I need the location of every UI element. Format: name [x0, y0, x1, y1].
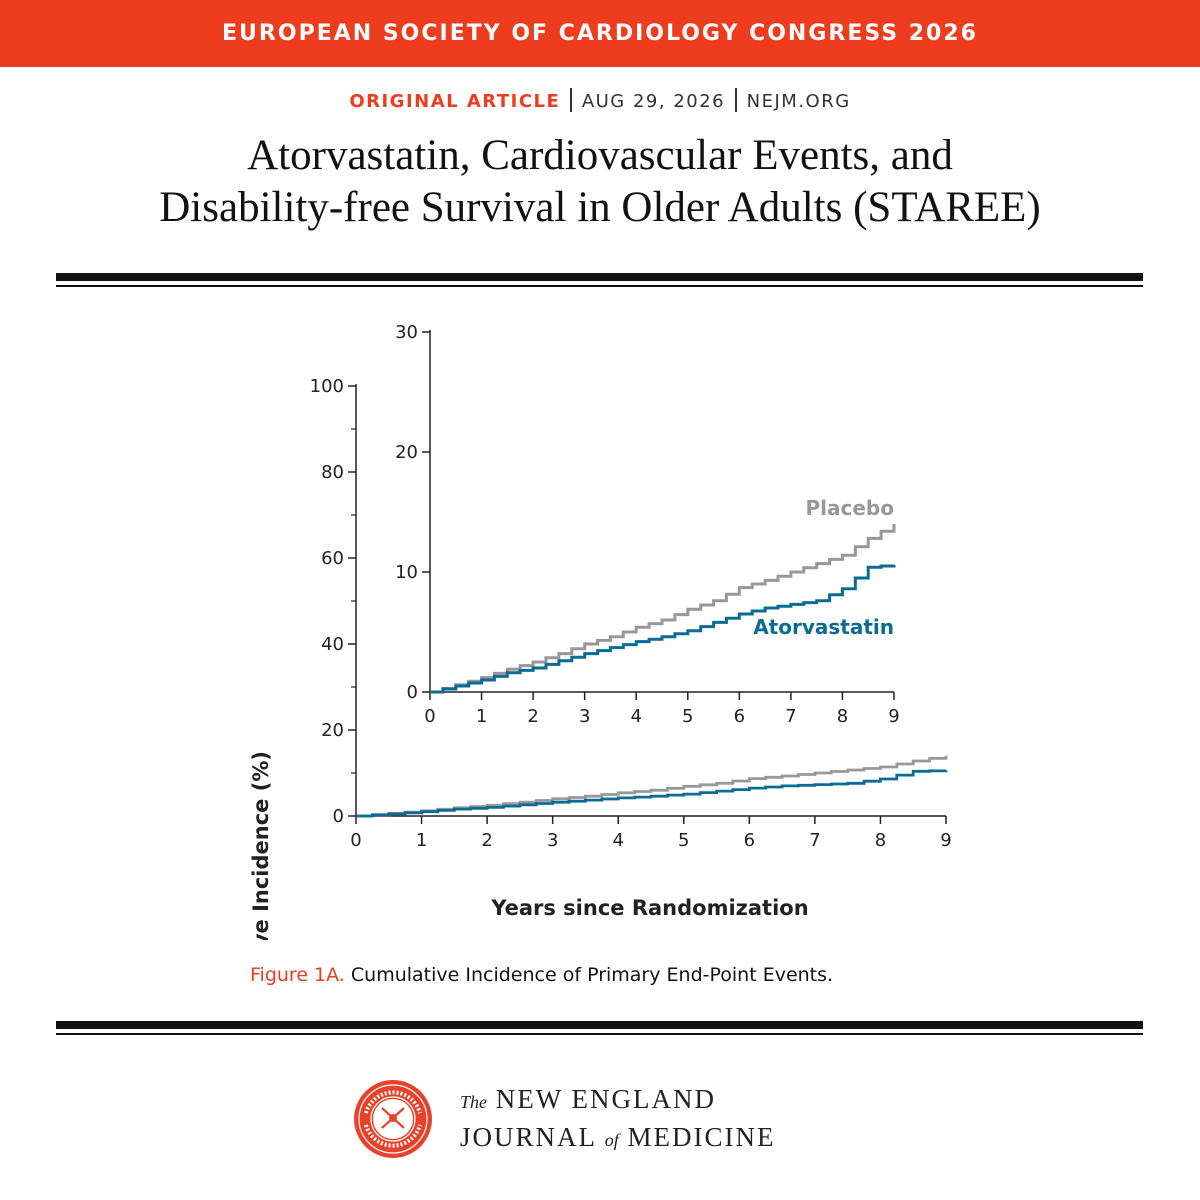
article-date: AUG 29, 2026: [581, 91, 726, 112]
article-meta: ORIGINAL ARTICLE AUG 29, 2026 NEJM.ORG: [0, 88, 1200, 112]
caption-text: Cumulative Incidence of Primary End-Poin…: [350, 964, 834, 986]
journal-name-of: of: [604, 1130, 619, 1150]
journal-name-journal: JOURNAL: [460, 1122, 597, 1152]
inset-x-tick-label: 3: [579, 706, 590, 727]
banner-text: EUROPEAN SOCIETY OF CARDIOLOGY CONGRESS …: [222, 21, 978, 46]
inset-x-tick-label: 0: [424, 706, 435, 727]
figure-caption: Figure 1A. Cumulative Incidence of Prima…: [250, 964, 833, 986]
meta-separator: [735, 88, 737, 112]
inset-x-tick-label: 7: [785, 706, 796, 727]
article-title: Atorvastatin, Cardiovascular Events, and…: [0, 130, 1200, 234]
main-y-tick-label: 20: [321, 720, 344, 741]
top-rule-thin: [56, 285, 1143, 287]
site-name: NEJM.ORG: [746, 91, 851, 112]
main-x-tick-label: 6: [744, 830, 755, 851]
main-x-tick-label: 5: [678, 830, 689, 851]
main-x-tick-label: 4: [612, 830, 623, 851]
nejm-seal-icon: [354, 1080, 432, 1158]
main-series-placebo: [356, 755, 948, 818]
meta-separator: [570, 88, 572, 112]
bottom-rule-thin: [56, 1033, 1143, 1035]
main-series-atorvastatin: [356, 769, 948, 818]
inset-y-tick-label: 0: [407, 682, 418, 703]
inset-series-atorvastatin: [430, 564, 896, 694]
atorvastatin-label: Atorvastatin: [753, 615, 894, 639]
figure-label: Figure 1A.: [250, 964, 345, 986]
main-x-tick-label: 2: [481, 830, 492, 851]
inset-x-tick-label: 4: [630, 706, 641, 727]
journal-the: The: [460, 1092, 487, 1112]
placebo-label: Placebo: [806, 496, 895, 520]
journal-name-medicine: MEDICINE: [627, 1122, 776, 1152]
main-x-tick-label: 0: [350, 830, 361, 851]
inset-x-tick-label: 5: [682, 706, 693, 727]
inset-x-tick-label: 6: [734, 706, 745, 727]
main-x-tick-label: 9: [940, 830, 951, 851]
title-line-2: Disability-free Survival in Older Adults…: [159, 184, 1041, 231]
journal-wordmark: The NEW ENGLAND JOURNAL of MEDICINE: [460, 1082, 776, 1158]
inset-x-tick-label: 8: [837, 706, 848, 727]
inset-x-tick-label: 2: [527, 706, 538, 727]
main-y-tick-label: 60: [321, 548, 344, 569]
main-x-tick-label: 7: [809, 830, 820, 851]
main-x-tick-label: 1: [416, 830, 427, 851]
inset-y-tick-label: 30: [395, 322, 418, 343]
title-line-1: Atorvastatin, Cardiovascular Events, and: [247, 132, 953, 179]
main-y-tick-label: 80: [321, 462, 344, 483]
congress-banner: EUROPEAN SOCIETY OF CARDIOLOGY CONGRESS …: [0, 0, 1200, 67]
inset-series-placebo: [430, 524, 896, 694]
inset-y-tick-label: 20: [395, 442, 418, 463]
bottom-rule-thick: [56, 1021, 1143, 1029]
journal-name-line1: NEW ENGLAND: [495, 1084, 716, 1114]
x-axis-title: Years since Randomization: [490, 896, 808, 920]
top-rule-thick: [56, 273, 1143, 281]
main-y-tick-label: 40: [321, 634, 344, 655]
main-x-tick-label: 8: [875, 830, 886, 851]
inset-y-tick-label: 10: [395, 562, 418, 583]
y-axis-title: Cumulative Incidence (%): [249, 751, 273, 940]
inset-x-tick-label: 1: [476, 706, 487, 727]
main-y-tick-label: 0: [333, 806, 344, 827]
article-category: ORIGINAL ARTICLE: [349, 91, 561, 112]
main-x-tick-label: 3: [547, 830, 558, 851]
main-y-tick-label: 100: [310, 376, 344, 397]
inset-x-tick-label: 9: [888, 706, 899, 727]
